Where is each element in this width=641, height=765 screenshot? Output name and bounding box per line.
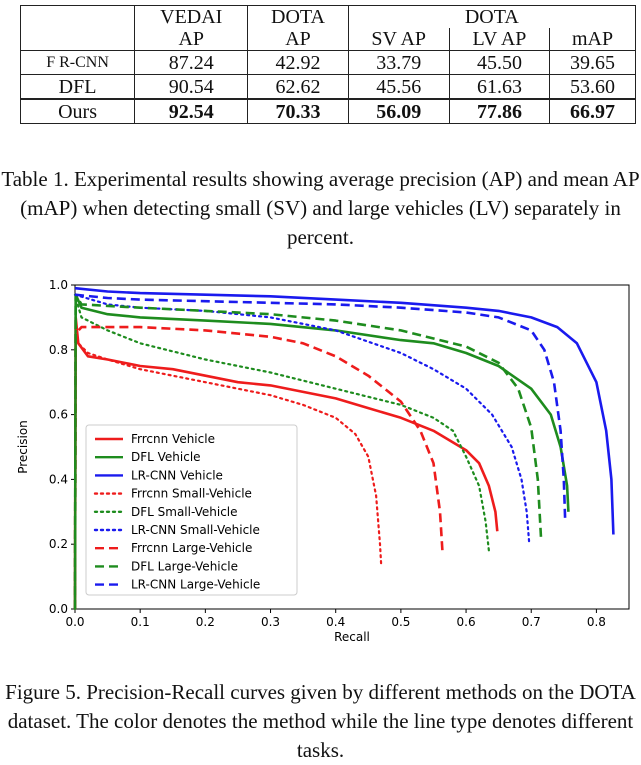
table-cell: 62.62 [247,74,349,100]
table-cell: 77.86 [448,98,551,124]
legend-label: Frrcnn Large-Vehicle [131,541,252,555]
table-cell: 45.56 [347,74,450,100]
series-line [73,293,543,610]
x-tick-label: 0.7 [522,615,541,629]
col-group-dota-ap: DOTA [247,5,349,28]
x-tick-label: 0.4 [326,615,345,629]
legend-label: LR-CNN Large-Vehicle [131,578,260,592]
legend-box [85,424,298,596]
series-line [73,296,490,611]
chart-axes: 0.0 0.1 0.2 0.3 0.4 0.5 0.6 0.7 0.8 0.0 0.2 0.4 0.6 0… [16,278,630,644]
x-tick-label: 0.8 [587,615,606,629]
legend-label: LR-CNN Vehicle [131,468,223,482]
y-tick-label: 0.8 [49,343,68,357]
col-header: AP [134,28,249,51]
series-line [73,293,570,610]
x-tick-label: 0.6 [457,615,476,629]
col-header: AP [247,28,349,51]
method-name: F R-CNN [19,50,136,75]
chart-legend: Frrcnn Vehicle DFL Vehicle LR-CNN Vehicle F… [85,424,298,596]
x-tick-label: 0.5 [391,615,410,629]
series-line [74,293,567,519]
table-corner [19,5,136,28]
col-group-vedai: VEDAI [134,5,249,28]
col-group-dota-detail: DOTA [347,5,637,28]
table-cell: 39.65 [549,50,636,75]
x-axis-label: Recall [334,630,370,644]
table-cell: 53.60 [549,74,636,100]
y-tick-label: 0.6 [49,408,68,422]
precision-recall-chart: 0.0 0.1 0.2 0.3 0.4 0.5 0.6 0.7 0.8 0.0 0.2 0.4 0.6 0… [16,278,630,644]
series-line [74,286,615,535]
y-tick-label: 1.0 [49,278,68,292]
x-tick-label: 0.2 [196,615,215,629]
legend-label: DFL Large-Vehicle [131,559,238,573]
table-corner-lower [19,28,136,51]
table-cell: 56.09 [347,98,450,124]
legend-label: LR-CNN Small-Vehicle [131,523,260,537]
table-cell: 66.97 [549,98,636,124]
legend-label: DFL Vehicle [131,450,201,464]
y-axis-label: Precision [16,420,30,474]
series-line [73,316,499,610]
legend-label: Frrcnn Vehicle [131,432,215,446]
table-cell: 70.33 [247,98,349,124]
table-row: F R-CNN 87.24 42.92 33.79 45.50 39.65 [19,50,636,75]
col-header: LV AP [448,28,551,51]
y-tick-label: 0.2 [49,537,68,551]
table-row: DFL 90.54 62.62 45.56 61.63 53.60 [19,74,636,100]
table-cell: 45.50 [448,50,551,75]
col-header: SV AP [347,28,450,51]
method-name: DFL [19,74,136,100]
table-caption: Table 1. Experimental results showing av… [1,167,640,249]
y-tick-label: 0.4 [49,472,68,486]
table-row: Ours 92.54 70.33 56.09 77.86 66.97 [19,98,636,124]
series-line [73,322,383,611]
series-line [73,325,444,610]
table-cell: 87.24 [134,50,249,75]
chart-series [73,286,615,611]
table-cell: 61.63 [448,74,551,100]
legend-label: DFL Small-Vehicle [131,505,238,519]
table-cell: 90.54 [134,74,249,100]
table-cell: 33.79 [347,50,450,75]
results-table: VEDAI DOTA DOTA AP AP SV AP LV AP mAP F … [19,5,637,124]
x-tick-label: 0.0 [65,615,84,629]
x-tick-label: 0.3 [261,615,280,629]
figure-caption: Figure 5. Precision-Recall curves given … [5,680,636,762]
method-name: Ours [19,98,136,124]
table-cell: 92.54 [134,98,249,124]
legend-label: Frrcnn Small-Vehicle [131,487,252,501]
y-tick-label: 0.0 [49,602,68,616]
table-cell: 42.92 [247,50,349,75]
col-header: mAP [549,28,636,51]
x-tick-label: 0.1 [131,615,150,629]
